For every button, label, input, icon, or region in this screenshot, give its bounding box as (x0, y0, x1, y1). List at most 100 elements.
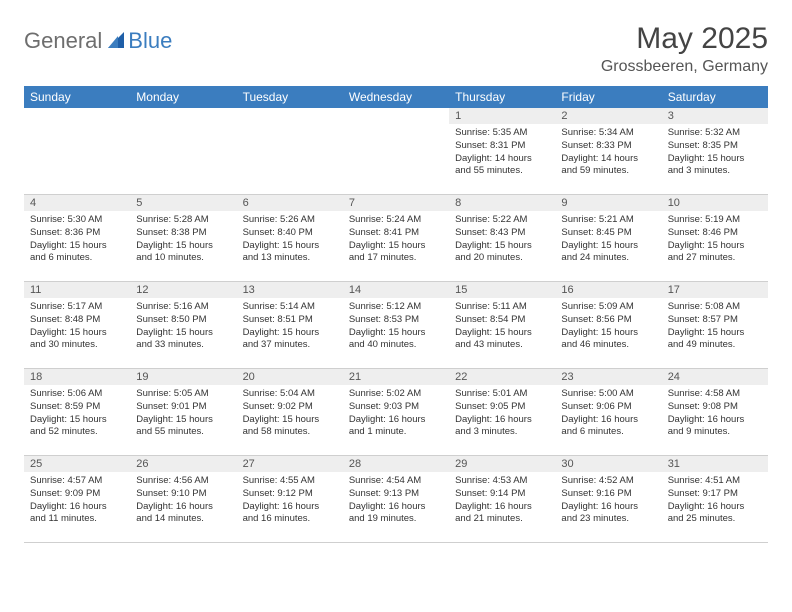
sunset-line: Sunset: 9:01 PM (136, 401, 230, 414)
brand-logo: General Blue (24, 22, 172, 54)
sunset-line: Sunset: 9:03 PM (349, 401, 443, 414)
day-number: 10 (662, 195, 768, 211)
weekday-header: Sunday Monday Tuesday Wednesday Thursday… (24, 86, 768, 108)
day-cell: 2Sunrise: 5:34 AMSunset: 8:33 PMDaylight… (555, 108, 661, 194)
day-cell: 17Sunrise: 5:08 AMSunset: 8:57 PMDayligh… (662, 282, 768, 368)
day-cell: 28Sunrise: 4:54 AMSunset: 9:13 PMDayligh… (343, 456, 449, 542)
day-cell: 21Sunrise: 5:02 AMSunset: 9:03 PMDayligh… (343, 369, 449, 455)
day-info: Sunrise: 5:26 AMSunset: 8:40 PMDaylight:… (237, 211, 343, 269)
sunset-line: Sunset: 9:08 PM (668, 401, 762, 414)
sunrise-line: Sunrise: 5:16 AM (136, 301, 230, 314)
weekday-fri: Friday (555, 86, 661, 108)
sunrise-line: Sunrise: 4:56 AM (136, 475, 230, 488)
day-number: 9 (555, 195, 661, 211)
sunset-line: Sunset: 8:43 PM (455, 227, 549, 240)
daylight-line: Daylight: 15 hours and 55 minutes. (136, 414, 230, 440)
daylight-line: Daylight: 15 hours and 46 minutes. (561, 327, 655, 353)
daylight-line: Daylight: 15 hours and 27 minutes. (668, 240, 762, 266)
day-cell: 30Sunrise: 4:52 AMSunset: 9:16 PMDayligh… (555, 456, 661, 542)
day-info: Sunrise: 5:08 AMSunset: 8:57 PMDaylight:… (662, 298, 768, 356)
day-info: Sunrise: 5:30 AMSunset: 8:36 PMDaylight:… (24, 211, 130, 269)
daylight-line: Daylight: 16 hours and 19 minutes. (349, 501, 443, 527)
day-cell (237, 108, 343, 194)
day-number: 25 (24, 456, 130, 472)
location-label: Grossbeeren, Germany (601, 58, 768, 76)
day-number: 12 (130, 282, 236, 298)
sunrise-line: Sunrise: 4:52 AM (561, 475, 655, 488)
sunset-line: Sunset: 9:17 PM (668, 488, 762, 501)
sunset-line: Sunset: 8:36 PM (30, 227, 124, 240)
sunset-line: Sunset: 8:57 PM (668, 314, 762, 327)
day-cell: 22Sunrise: 5:01 AMSunset: 9:05 PMDayligh… (449, 369, 555, 455)
day-info: Sunrise: 5:22 AMSunset: 8:43 PMDaylight:… (449, 211, 555, 269)
header: General Blue May 2025 Grossbeeren, Germa… (24, 22, 768, 76)
weekday-mon: Monday (130, 86, 236, 108)
daylight-line: Daylight: 15 hours and 24 minutes. (561, 240, 655, 266)
sunrise-line: Sunrise: 5:06 AM (30, 388, 124, 401)
calendar-row: 1 Sunrise: 5:35 AMSunset: 8:31 PMDaylight… (24, 108, 768, 195)
day-info: Sunrise: 5:02 AMSunset: 9:03 PMDaylight:… (343, 385, 449, 443)
day-number: 1 (449, 108, 555, 124)
sunrise-line: Sunrise: 5:05 AM (136, 388, 230, 401)
day-cell: 25Sunrise: 4:57 AMSunset: 9:09 PMDayligh… (24, 456, 130, 542)
day-info: Sunrise: 4:52 AMSunset: 9:16 PMDaylight:… (555, 472, 661, 530)
sunset-line: Sunset: 9:13 PM (349, 488, 443, 501)
sunrise-line: Sunrise: 5:12 AM (349, 301, 443, 314)
sunrise-line: Sunrise: 5:32 AM (668, 127, 762, 140)
daylight-line: Daylight: 15 hours and 37 minutes. (243, 327, 337, 353)
sunrise-line: Sunrise: 5:17 AM (30, 301, 124, 314)
sunrise-line: Sunrise: 5:26 AM (243, 214, 337, 227)
sunset-line: Sunset: 9:12 PM (243, 488, 337, 501)
daylight-line: Daylight: 16 hours and 11 minutes. (30, 501, 124, 527)
title-block: May 2025 Grossbeeren, Germany (601, 22, 768, 76)
day-info: Sunrise: 5:12 AMSunset: 8:53 PMDaylight:… (343, 298, 449, 356)
daylight-line: Daylight: 15 hours and 58 minutes. (243, 414, 337, 440)
sunset-line: Sunset: 8:48 PM (30, 314, 124, 327)
day-number: 29 (449, 456, 555, 472)
day-number: 26 (130, 456, 236, 472)
day-cell: 1 Sunrise: 5:35 AMSunset: 8:31 PMDaylight… (449, 108, 555, 194)
day-cell: 24Sunrise: 4:58 AMSunset: 9:08 PMDayligh… (662, 369, 768, 455)
day-cell: 13Sunrise: 5:14 AMSunset: 8:51 PMDayligh… (237, 282, 343, 368)
daylight-line: Daylight: 15 hours and 30 minutes. (30, 327, 124, 353)
day-cell: 7Sunrise: 5:24 AMSunset: 8:41 PMDaylight… (343, 195, 449, 281)
calendar-body: 1Sunrise: 5:35 AMSunset: 8:31 PMDaylight… (24, 108, 768, 543)
day-number: 11 (24, 282, 130, 298)
sunrise-line: Sunrise: 5:09 AM (561, 301, 655, 314)
sunrise-line: Sunrise: 5:08 AM (668, 301, 762, 314)
daylight-line: Daylight: 16 hours and 21 minutes. (455, 501, 549, 527)
weekday-sat: Saturday (662, 86, 768, 108)
daylight-line: Daylight: 16 hours and 1 minute. (349, 414, 443, 440)
sunrise-line: Sunrise: 5:35 AM (455, 127, 549, 140)
daylight-line: Daylight: 16 hours and 14 minutes. (136, 501, 230, 527)
day-info: Sunrise: 5:21 AMSunset: 8:45 PMDaylight:… (555, 211, 661, 269)
day-info: Sunrise: 5:24 AMSunset: 8:41 PMDaylight:… (343, 211, 449, 269)
day-cell: 16Sunrise: 5:09 AMSunset: 8:56 PMDayligh… (555, 282, 661, 368)
day-info: Sunrise: 5:14 AMSunset: 8:51 PMDaylight:… (237, 298, 343, 356)
daylight-line: Daylight: 16 hours and 23 minutes. (561, 501, 655, 527)
day-number: 2 (555, 108, 661, 124)
day-number: 19 (130, 369, 236, 385)
weekday-sun: Sunday (24, 86, 130, 108)
calendar-row: 11Sunrise: 5:17 AMSunset: 8:48 PMDayligh… (24, 282, 768, 369)
daylight-line: Daylight: 15 hours and 6 minutes. (30, 240, 124, 266)
weekday-tue: Tuesday (237, 86, 343, 108)
day-cell: 31Sunrise: 4:51 AMSunset: 9:17 PMDayligh… (662, 456, 768, 542)
daylight-line: Daylight: 16 hours and 25 minutes. (668, 501, 762, 527)
daylight-line: Daylight: 14 hours and 55 minutes. (455, 153, 549, 179)
weekday-thu: Thursday (449, 86, 555, 108)
sunrise-line: Sunrise: 5:14 AM (243, 301, 337, 314)
day-cell: 6Sunrise: 5:26 AMSunset: 8:40 PMDaylight… (237, 195, 343, 281)
daylight-line: Daylight: 15 hours and 33 minutes. (136, 327, 230, 353)
sunset-line: Sunset: 8:31 PM (455, 140, 549, 153)
sunset-line: Sunset: 8:35 PM (668, 140, 762, 153)
sunrise-line: Sunrise: 5:28 AM (136, 214, 230, 227)
calendar: Sunday Monday Tuesday Wednesday Thursday… (24, 86, 768, 543)
day-cell: 27Sunrise: 4:55 AMSunset: 9:12 PMDayligh… (237, 456, 343, 542)
sunrise-line: Sunrise: 4:58 AM (668, 388, 762, 401)
day-info: Sunrise: 4:54 AMSunset: 9:13 PMDaylight:… (343, 472, 449, 530)
day-cell: 3Sunrise: 5:32 AMSunset: 8:35 PMDaylight… (662, 108, 768, 194)
daylight-line: Daylight: 16 hours and 3 minutes. (455, 414, 549, 440)
day-number: 7 (343, 195, 449, 211)
day-number: 18 (24, 369, 130, 385)
